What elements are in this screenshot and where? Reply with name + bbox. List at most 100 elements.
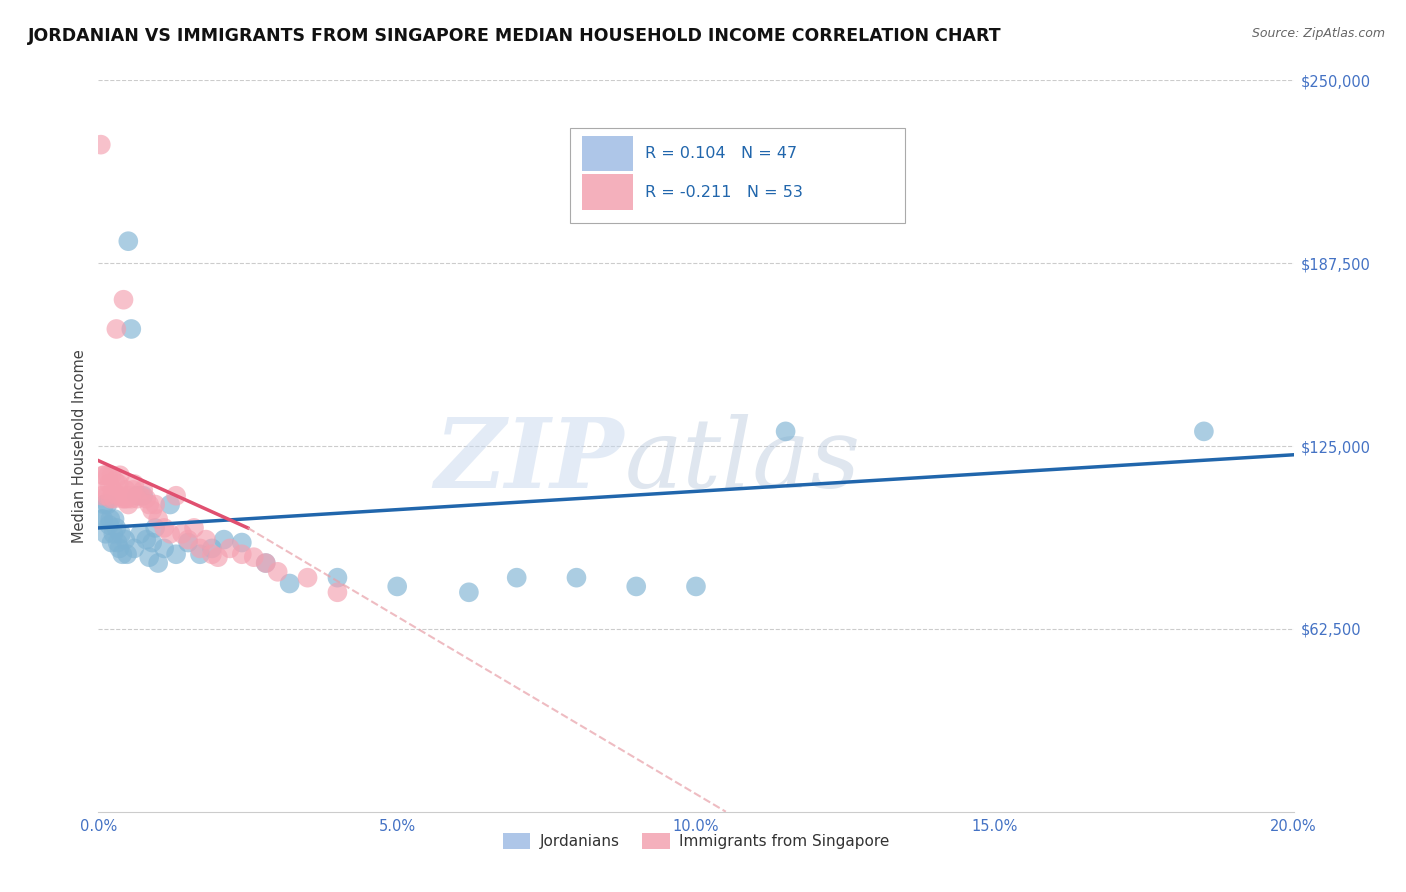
- Legend: Jordanians, Immigrants from Singapore: Jordanians, Immigrants from Singapore: [496, 826, 896, 855]
- Point: [132, 483, 155, 497]
- Point: [107, 535, 129, 549]
- Point: [103, 512, 125, 526]
- Point: [385, 579, 409, 593]
- Point: [565, 571, 588, 585]
- Point: [111, 491, 134, 506]
- Point: [107, 477, 129, 491]
- Text: R = -0.211   N = 53: R = -0.211 N = 53: [644, 185, 803, 200]
- Point: [98, 518, 121, 533]
- Point: [177, 535, 200, 549]
- Point: [117, 498, 139, 512]
- Point: [143, 521, 166, 535]
- Point: [129, 526, 152, 541]
- Point: [108, 468, 131, 483]
- Point: [98, 491, 122, 506]
- Point: [98, 512, 122, 526]
- Point: [159, 498, 181, 512]
- Y-axis label: Median Household Income: Median Household Income: [72, 349, 87, 543]
- Point: [153, 521, 176, 535]
- Point: [127, 489, 149, 503]
- Point: [685, 579, 707, 593]
- FancyBboxPatch shape: [582, 136, 633, 171]
- Point: [114, 533, 136, 547]
- Point: [104, 474, 127, 488]
- Point: [231, 535, 253, 549]
- Point: [91, 489, 114, 503]
- Point: [103, 491, 125, 506]
- Point: [141, 503, 163, 517]
- Point: [231, 547, 253, 561]
- Point: [201, 541, 224, 556]
- Point: [100, 535, 122, 549]
- Point: [172, 526, 194, 541]
- Point: [626, 579, 648, 593]
- Point: [267, 565, 290, 579]
- Point: [195, 533, 218, 547]
- Point: [91, 468, 114, 483]
- Point: [115, 483, 138, 497]
- Point: [165, 547, 187, 561]
- Point: [243, 550, 266, 565]
- Point: [188, 547, 211, 561]
- Point: [207, 550, 229, 565]
- Text: atlas: atlas: [624, 414, 860, 508]
- Text: JORDANIAN VS IMMIGRANTS FROM SINGAPORE MEDIAN HOUSEHOLD INCOME CORRELATION CHART: JORDANIAN VS IMMIGRANTS FROM SINGAPORE M…: [28, 27, 1001, 45]
- Point: [90, 512, 112, 526]
- Point: [138, 498, 160, 512]
- Point: [97, 468, 120, 483]
- Point: [120, 322, 142, 336]
- Point: [90, 137, 112, 152]
- Point: [98, 477, 121, 491]
- Point: [135, 533, 157, 547]
- Point: [1192, 425, 1215, 439]
- Point: [132, 489, 155, 503]
- Point: [107, 489, 129, 503]
- Point: [183, 521, 205, 535]
- FancyBboxPatch shape: [582, 174, 633, 211]
- Point: [177, 533, 200, 547]
- Point: [94, 526, 117, 541]
- Point: [96, 489, 118, 503]
- Point: [148, 512, 170, 526]
- Point: [124, 477, 146, 491]
- Point: [212, 533, 235, 547]
- Point: [775, 425, 797, 439]
- Point: [165, 489, 187, 503]
- Point: [115, 547, 138, 561]
- Point: [124, 541, 146, 556]
- Point: [112, 293, 135, 307]
- Point: [153, 541, 176, 556]
- Point: [103, 526, 125, 541]
- Point: [96, 498, 118, 512]
- Point: [114, 491, 136, 506]
- Point: [138, 550, 160, 565]
- FancyBboxPatch shape: [571, 128, 905, 223]
- Point: [93, 498, 115, 512]
- Point: [94, 483, 117, 497]
- Text: Source: ZipAtlas.com: Source: ZipAtlas.com: [1251, 27, 1385, 40]
- Point: [93, 468, 115, 483]
- Point: [118, 489, 141, 503]
- Point: [188, 541, 211, 556]
- Point: [111, 547, 134, 561]
- Point: [117, 234, 139, 248]
- Point: [201, 547, 224, 561]
- Point: [254, 556, 277, 570]
- Point: [219, 541, 242, 556]
- Point: [105, 521, 128, 535]
- Point: [159, 526, 181, 541]
- Point: [108, 541, 131, 556]
- Point: [100, 468, 122, 483]
- Point: [110, 526, 132, 541]
- Point: [101, 483, 124, 497]
- Point: [143, 498, 166, 512]
- Point: [122, 483, 145, 497]
- Point: [458, 585, 481, 599]
- Point: [326, 585, 349, 599]
- Point: [120, 491, 142, 506]
- Point: [115, 491, 138, 506]
- Text: R = 0.104   N = 47: R = 0.104 N = 47: [644, 146, 797, 161]
- Point: [141, 535, 163, 549]
- Text: ZIP: ZIP: [434, 414, 624, 508]
- Point: [91, 512, 114, 526]
